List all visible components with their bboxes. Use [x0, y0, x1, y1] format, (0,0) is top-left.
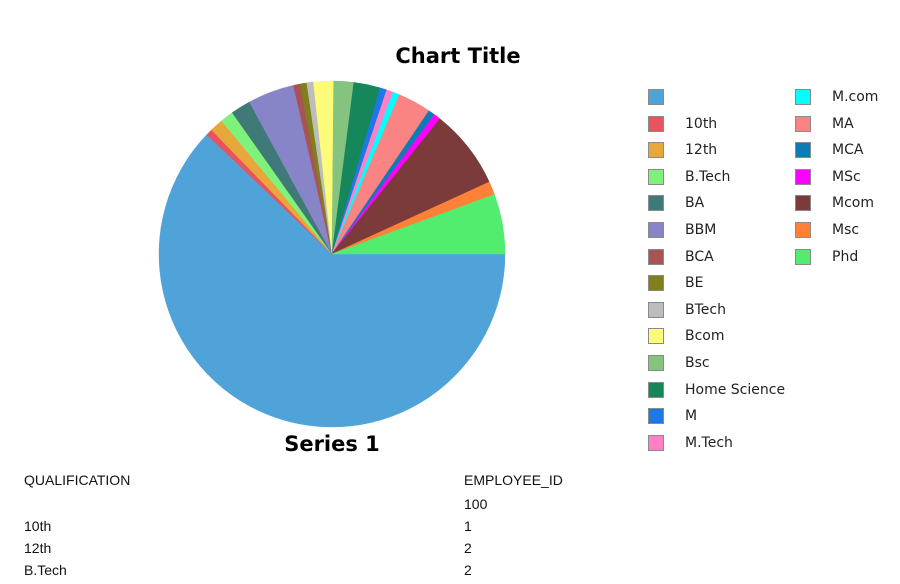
legend-label: Bsc — [685, 355, 710, 371]
table-cell: 10th — [24, 518, 52, 534]
legend-label: Home Science — [685, 381, 786, 398]
legend-label: Bcom — [685, 328, 725, 345]
legend-label: BBM — [685, 222, 717, 238]
legend-label: MCA — [832, 142, 864, 159]
legend-item: BBM — [648, 220, 716, 240]
legend-swatch — [648, 381, 664, 398]
table-cell: B.Tech — [24, 562, 67, 578]
chart-title: Chart Title — [395, 44, 521, 68]
legend-item: BCA — [648, 247, 714, 267]
legend-swatch — [795, 222, 811, 238]
legend-swatch — [795, 248, 811, 265]
legend-item: MSc — [795, 167, 861, 187]
legend-item: BTech — [648, 300, 726, 320]
legend-label: Phd — [832, 248, 859, 265]
legend-swatch — [648, 328, 664, 345]
legend-item: Phd — [795, 247, 858, 267]
legend-swatch — [648, 142, 664, 159]
table-cell: 2 — [464, 540, 472, 556]
legend-item: MCA — [795, 140, 863, 160]
legend-swatch — [648, 355, 664, 371]
legend-swatch — [648, 275, 664, 292]
table-cell: 12th — [24, 540, 52, 556]
legend-item — [648, 87, 685, 107]
legend-swatch — [795, 89, 811, 105]
legend-swatch — [648, 115, 664, 132]
legend-item: BE — [648, 273, 703, 293]
legend-item: M — [648, 406, 697, 426]
legend-label: BTech — [685, 301, 726, 318]
legend-label: Mcom — [832, 195, 874, 212]
legend-swatch — [795, 115, 811, 132]
legend-swatch — [648, 248, 664, 265]
legend-item: 10th — [648, 114, 717, 134]
legend-swatch — [648, 301, 664, 318]
legend-swatch — [795, 168, 811, 185]
legend-label: M — [685, 408, 698, 425]
legend-item: Bcom — [648, 326, 725, 346]
legend-item: B.Tech — [648, 167, 730, 187]
legend-item: MA — [795, 114, 854, 134]
legend-swatch — [795, 195, 811, 212]
table-cell: 2 — [464, 562, 472, 578]
legend-label: Msc — [832, 222, 860, 238]
legend-label: B.Tech — [685, 168, 731, 185]
series-title: Series 1 — [284, 432, 380, 456]
legend-swatch — [648, 89, 664, 105]
legend-label: BE — [685, 275, 704, 292]
legend-label: 10th — [685, 115, 718, 132]
legend-swatch — [648, 195, 664, 212]
legend-label: BA — [685, 195, 705, 212]
legend-label: MSc — [832, 168, 861, 185]
legend-swatch — [648, 434, 664, 451]
legend-label: M.Tech — [685, 434, 733, 451]
legend-label: MA — [832, 115, 854, 132]
legend-item: Mcom — [795, 193, 874, 213]
legend-swatch — [648, 222, 664, 238]
legend-item: Home Science — [648, 380, 785, 400]
legend-item: Msc — [795, 220, 859, 240]
legend-item: 12th — [648, 140, 717, 160]
legend-swatch — [648, 168, 664, 185]
legend-label: 12th — [685, 142, 718, 159]
legend-label: M.com — [832, 89, 879, 105]
legend-item: M.com — [795, 87, 878, 107]
legend-label: BCA — [685, 248, 714, 265]
table-header: EMPLOYEE_ID — [464, 472, 563, 488]
table-header: QUALIFICATION — [24, 472, 131, 488]
legend-item: Bsc — [648, 353, 710, 373]
pie-slice-phd — [331, 194, 506, 255]
legend-swatch — [795, 142, 811, 159]
legend-item: M.Tech — [648, 433, 733, 453]
pie-slices — [158, 80, 506, 428]
table-cell: 100 — [464, 496, 488, 512]
legend-item: BA — [648, 193, 704, 213]
table-cell: 1 — [464, 518, 472, 534]
pie-slice-blank — [158, 134, 506, 428]
legend-swatch — [648, 408, 664, 425]
